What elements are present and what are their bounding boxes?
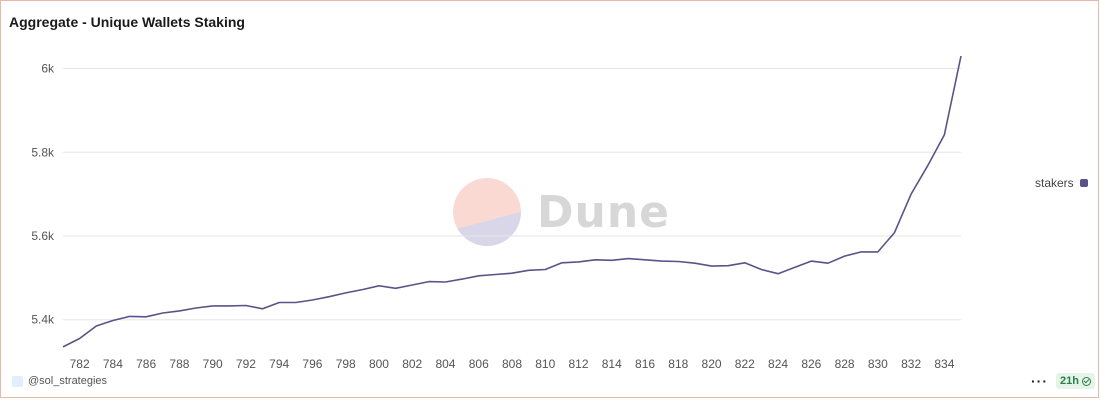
x-tick-label: 820 <box>702 357 722 371</box>
x-tick-label: 834 <box>934 357 954 371</box>
watermark-text: Dune <box>537 186 671 238</box>
x-tick-label: 784 <box>103 357 123 371</box>
x-tick-label: 824 <box>768 357 788 371</box>
freshness-badge[interactable]: 21h <box>1056 373 1095 389</box>
more-dots-icon[interactable]: ··· <box>1031 373 1048 389</box>
footer-actions: ··· 21h <box>1031 373 1095 389</box>
x-tick-label: 802 <box>402 357 422 371</box>
legend-swatch-stakers <box>1079 179 1088 187</box>
author-link[interactable]: @sol_strategies <box>12 375 107 387</box>
x-tick-label: 794 <box>269 357 289 371</box>
x-tick-label: 798 <box>336 357 356 371</box>
y-tick-label: 5.8k <box>31 145 55 159</box>
x-tick-label: 816 <box>635 357 655 371</box>
x-tick-label: 812 <box>569 357 589 371</box>
x-tick-label: 790 <box>203 357 223 371</box>
x-tick-label: 788 <box>169 357 189 371</box>
x-tick-label: 804 <box>435 357 455 371</box>
freshness-age: 21h <box>1060 375 1079 387</box>
dune-watermark: Dune <box>453 178 670 246</box>
check-circle-icon <box>1081 376 1091 386</box>
x-tick-label: 830 <box>868 357 888 371</box>
x-tick-label: 832 <box>901 357 921 371</box>
x-tick-label: 822 <box>735 357 755 371</box>
legend-label-stakers: stakers <box>1035 176 1074 190</box>
line-chart: 5.4k 5.6k 5.8k 6k 782 784 786 788 790 792 794 796 79… <box>31 55 962 371</box>
chart-title: Aggregate - Unique Wallets Staking <box>9 14 245 30</box>
x-tick-label: 782 <box>70 357 90 371</box>
x-tick-label: 808 <box>502 357 522 371</box>
x-tick-label: 814 <box>602 357 622 371</box>
y-tick-label: 5.6k <box>31 229 55 243</box>
x-tick-label: 800 <box>369 357 389 371</box>
series-line-stakers <box>62 55 962 348</box>
y-tick-label: 6k <box>41 62 55 76</box>
x-tick-label: 826 <box>801 357 821 371</box>
x-tick-label: 828 <box>835 357 855 371</box>
y-tick-label: 5.4k <box>31 313 55 327</box>
x-tick-label: 806 <box>469 357 489 371</box>
author-avatar <box>12 375 23 387</box>
dune-logo-icon <box>453 178 521 246</box>
x-tick-label: 792 <box>236 357 256 371</box>
x-tick-label: 818 <box>668 357 688 371</box>
x-tick-label: 786 <box>136 357 156 371</box>
x-tick-label: 810 <box>535 357 555 371</box>
x-tick-label: 796 <box>302 357 322 371</box>
chart-card: Aggregate - Unique Wallets Staking Dune … <box>0 0 1099 398</box>
author-name: @sol_strategies <box>28 375 108 387</box>
legend[interactable]: stakers <box>1035 176 1088 190</box>
